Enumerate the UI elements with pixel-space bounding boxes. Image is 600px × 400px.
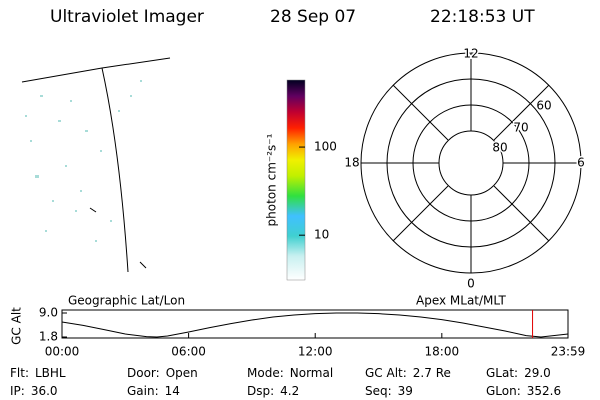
info-field: Gain: 14 (127, 384, 180, 398)
info-label: Flt: (10, 366, 29, 380)
lat-label: 60 (536, 99, 551, 113)
title: Ultraviolet Imager (50, 7, 204, 27)
info-field: Flt: LBHL (10, 366, 66, 380)
altitude-line (61, 312, 569, 338)
mlt-label: 12 (463, 47, 478, 61)
x-tick-label: 00:00 (45, 345, 80, 359)
info-label: Dsp: (247, 384, 274, 398)
polar-grid (360, 52, 582, 274)
info-label: IP: (10, 384, 25, 398)
y-tick-label: 1.8 (39, 330, 58, 344)
date: 28 Sep 07 (270, 7, 356, 27)
mlt-label: 6 (577, 156, 585, 170)
x-tick-label: 18:00 (425, 345, 460, 359)
orbit-ylabel: GC Alt (10, 307, 24, 345)
info-field: Mode: Normal (247, 366, 333, 380)
info-label: GC Alt: (365, 366, 407, 380)
colorbar-tick-label: 100 (314, 140, 337, 154)
info-value: 29.0 (524, 366, 551, 380)
info-field: Door: Open (127, 366, 198, 380)
info-label: Door: (127, 366, 160, 380)
info-value: 2.7 Re (413, 366, 451, 380)
info-value: 352.6 (527, 384, 561, 398)
x-tick-label: 12:00 (298, 345, 333, 359)
info-label: Seq: (365, 384, 392, 398)
time: 22:18:53 UT (430, 7, 535, 27)
info-value: 4.2 (280, 384, 299, 398)
colorbar-tick-label: 10 (314, 228, 329, 242)
lat-label: 70 (513, 121, 528, 135)
info-field: GLon: 352.6 (486, 384, 561, 398)
info-label: Mode: (247, 366, 284, 380)
orbit-title: Geographic Lat/Lon (68, 294, 185, 308)
info-value: 14 (165, 384, 180, 398)
info-field: Dsp: 4.2 (247, 384, 299, 398)
orbit-title: Apex MLat/MLT (416, 294, 506, 308)
image-panel (21, 57, 171, 273)
info-value: LBHL (35, 366, 66, 380)
y-tick-label: 9.0 (39, 306, 58, 320)
mlt-label: 0 (467, 277, 475, 291)
x-tick-label: 06:00 (171, 345, 206, 359)
info-value: 36.0 (31, 384, 58, 398)
info-label: GLat: (486, 366, 518, 380)
colorbar (286, 79, 306, 281)
info-label: GLon: (486, 384, 521, 398)
info-field: GLat: 29.0 (486, 366, 551, 380)
info-value: Normal (290, 366, 333, 380)
info-field: GC Alt: 2.7 Re (365, 366, 451, 380)
x-tick-label: 23:59 (551, 345, 586, 359)
info-field: Seq: 39 (365, 384, 413, 398)
lat-label: 80 (492, 141, 507, 155)
colorbar-label: photon cm⁻²s⁻¹ (265, 133, 279, 226)
info-value: Open (166, 366, 198, 380)
info-value: 39 (398, 384, 413, 398)
info-field: IP: 36.0 (10, 384, 58, 398)
mlt-label: 18 (344, 156, 359, 170)
info-label: Gain: (127, 384, 159, 398)
